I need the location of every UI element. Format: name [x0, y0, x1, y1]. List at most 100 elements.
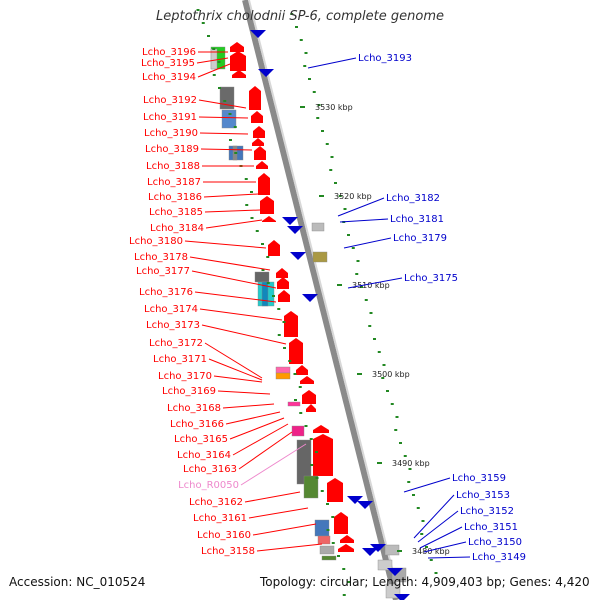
feature-block: [221, 109, 237, 129]
gene-label-lcho-3166: Lcho_3166: [170, 419, 224, 430]
forward-gene-mark: [230, 51, 246, 71]
gene-label-lcho-3178: Lcho_3178: [134, 252, 188, 263]
feature-block: [219, 86, 235, 110]
reverse-gene-mark: [370, 544, 386, 552]
feature-block: [311, 222, 325, 232]
left-label-leader: [198, 99, 247, 109]
gene-label-lcho-3186: Lcho_3186: [148, 192, 202, 203]
forward-gene-mark: [289, 338, 303, 364]
reverse-gene-mark: [258, 69, 274, 77]
gene-label-lcho-3177: Lcho_3177: [136, 266, 190, 277]
gene-label-lcho-3153: Lcho_3153: [456, 490, 510, 501]
left-label-leader: [200, 148, 253, 151]
gene-label-lcho-3188: Lcho_3188: [146, 161, 200, 172]
genome-backbone: [242, 0, 399, 600]
gene-label-lcho-3169: Lcho_3169: [162, 386, 216, 397]
map-title: Leptothrix cholodnii SP-6, complete geno…: [156, 9, 444, 24]
left-label-leader: [196, 57, 229, 64]
right-label-leader: [419, 526, 463, 549]
left-label-leader: [191, 270, 277, 289]
gene-label-lcho-3161: Lcho_3161: [193, 513, 247, 524]
gene-label-lcho-3187: Lcho_3187: [147, 177, 201, 188]
left-label-leader: [238, 431, 293, 470]
gene-label-lcho-3165: Lcho_3165: [174, 434, 228, 445]
right-label-leader: [403, 477, 451, 493]
feature-block: [377, 559, 393, 571]
reverse-gene-mark: [362, 548, 378, 556]
forward-gene-mark: [340, 535, 354, 543]
gene-label-lcho-3194: Lcho_3194: [142, 72, 196, 83]
feature-block: [314, 519, 330, 537]
scale-tick-label: 3490 kbp: [392, 459, 430, 468]
gene-label-lcho-3174: Lcho_3174: [144, 304, 198, 315]
feature-block: [275, 366, 291, 374]
right-label-layer: Lcho_3193 Lcho_3182 Lcho_3181 Lcho_3179 Lcho…: [307, 53, 526, 563]
left-label-leader: [256, 543, 323, 552]
reverse-gene-mark: [394, 594, 410, 600]
genome-backbone-highlight: [248, 0, 401, 600]
scale-tick-layer: 3530 kbp 3520 kbp 3510 kbp 3500 kbp 3490 kbp…: [300, 103, 450, 556]
left-label-leader: [199, 132, 249, 135]
gene-label-lcho-3175: Lcho_3175: [404, 273, 458, 284]
forward-gene-mark: [251, 111, 263, 123]
scale-tick-label: 3530 kbp: [315, 103, 353, 112]
forward-gene-mark: [306, 404, 316, 412]
gene-label-lcho-r0050: Lcho_R0050: [178, 480, 239, 491]
forward-gene-mark: [260, 196, 274, 214]
left-label-leader: [208, 358, 263, 381]
gene-label-lcho-3176: Lcho_3176: [139, 287, 193, 298]
gc-skew-layer: [196, 9, 438, 596]
forward-gene-mark: [254, 146, 266, 160]
reverse-gene-mark: [387, 568, 403, 576]
left-label-leader: [225, 411, 281, 425]
forward-gene-mark: [284, 311, 298, 337]
forward-gene-mark: [268, 240, 280, 256]
forward-gene-mark: [296, 365, 308, 375]
right-label-leader: [423, 541, 467, 553]
forward-gene-mark: [232, 70, 246, 78]
left-label-leader: [240, 443, 307, 486]
forward-gene-mark: [313, 434, 333, 476]
gene-label-lcho-3192: Lcho_3192: [143, 95, 197, 106]
right-label-leader: [417, 510, 459, 543]
forward-gene-mark: [313, 425, 329, 433]
forward-gene-mark: [300, 376, 314, 384]
left-label-leader: [194, 291, 277, 303]
reverse-gene-mark: [302, 294, 318, 302]
gene-label-lcho-3158: Lcho_3158: [201, 546, 255, 557]
gene-label-lcho-3185: Lcho_3185: [149, 207, 203, 218]
left-label-leader: [252, 523, 317, 536]
right-label-leader: [347, 277, 403, 289]
gene-label-lcho-3173: Lcho_3173: [146, 320, 200, 331]
forward-gene-mark: [327, 478, 343, 502]
left-label-leader: [204, 342, 263, 379]
feature-block: [275, 372, 291, 380]
forward-gene-mark: [277, 277, 289, 289]
gene-label-lcho-3172: Lcho_3172: [149, 338, 203, 349]
reverse-gene-mark: [287, 226, 303, 234]
left-label-leader: [197, 63, 231, 78]
forward-gene-mark: [278, 290, 290, 302]
gene-label-lcho-3152: Lcho_3152: [460, 506, 514, 517]
gene-label-lcho-3195: Lcho_3195: [141, 58, 195, 69]
forward-gene-mark: [253, 126, 265, 138]
feature-block: [319, 545, 335, 555]
forward-gene-mark: [249, 86, 261, 110]
feature-block: [261, 281, 269, 307]
left-label-leader: [203, 193, 259, 198]
left-label-leader: [232, 423, 289, 456]
feature-block: [287, 401, 301, 407]
accession-text: Accession: NC_010524: [9, 575, 146, 589]
gene-label-lcho-3170: Lcho_3170: [158, 371, 212, 382]
genome-summary-text: Topology: circular; Length: 4,909,403 bp…: [260, 575, 590, 589]
feature-block: [312, 251, 328, 263]
feature-block: [303, 475, 319, 499]
scale-tick-label: 3480 kbp: [412, 547, 450, 556]
left-label-leader: [201, 324, 287, 345]
forward-gene-mark: [302, 390, 316, 404]
forward-gene-mark: [262, 216, 276, 222]
left-label-leader: [217, 390, 271, 395]
right-label-leader: [307, 57, 357, 69]
